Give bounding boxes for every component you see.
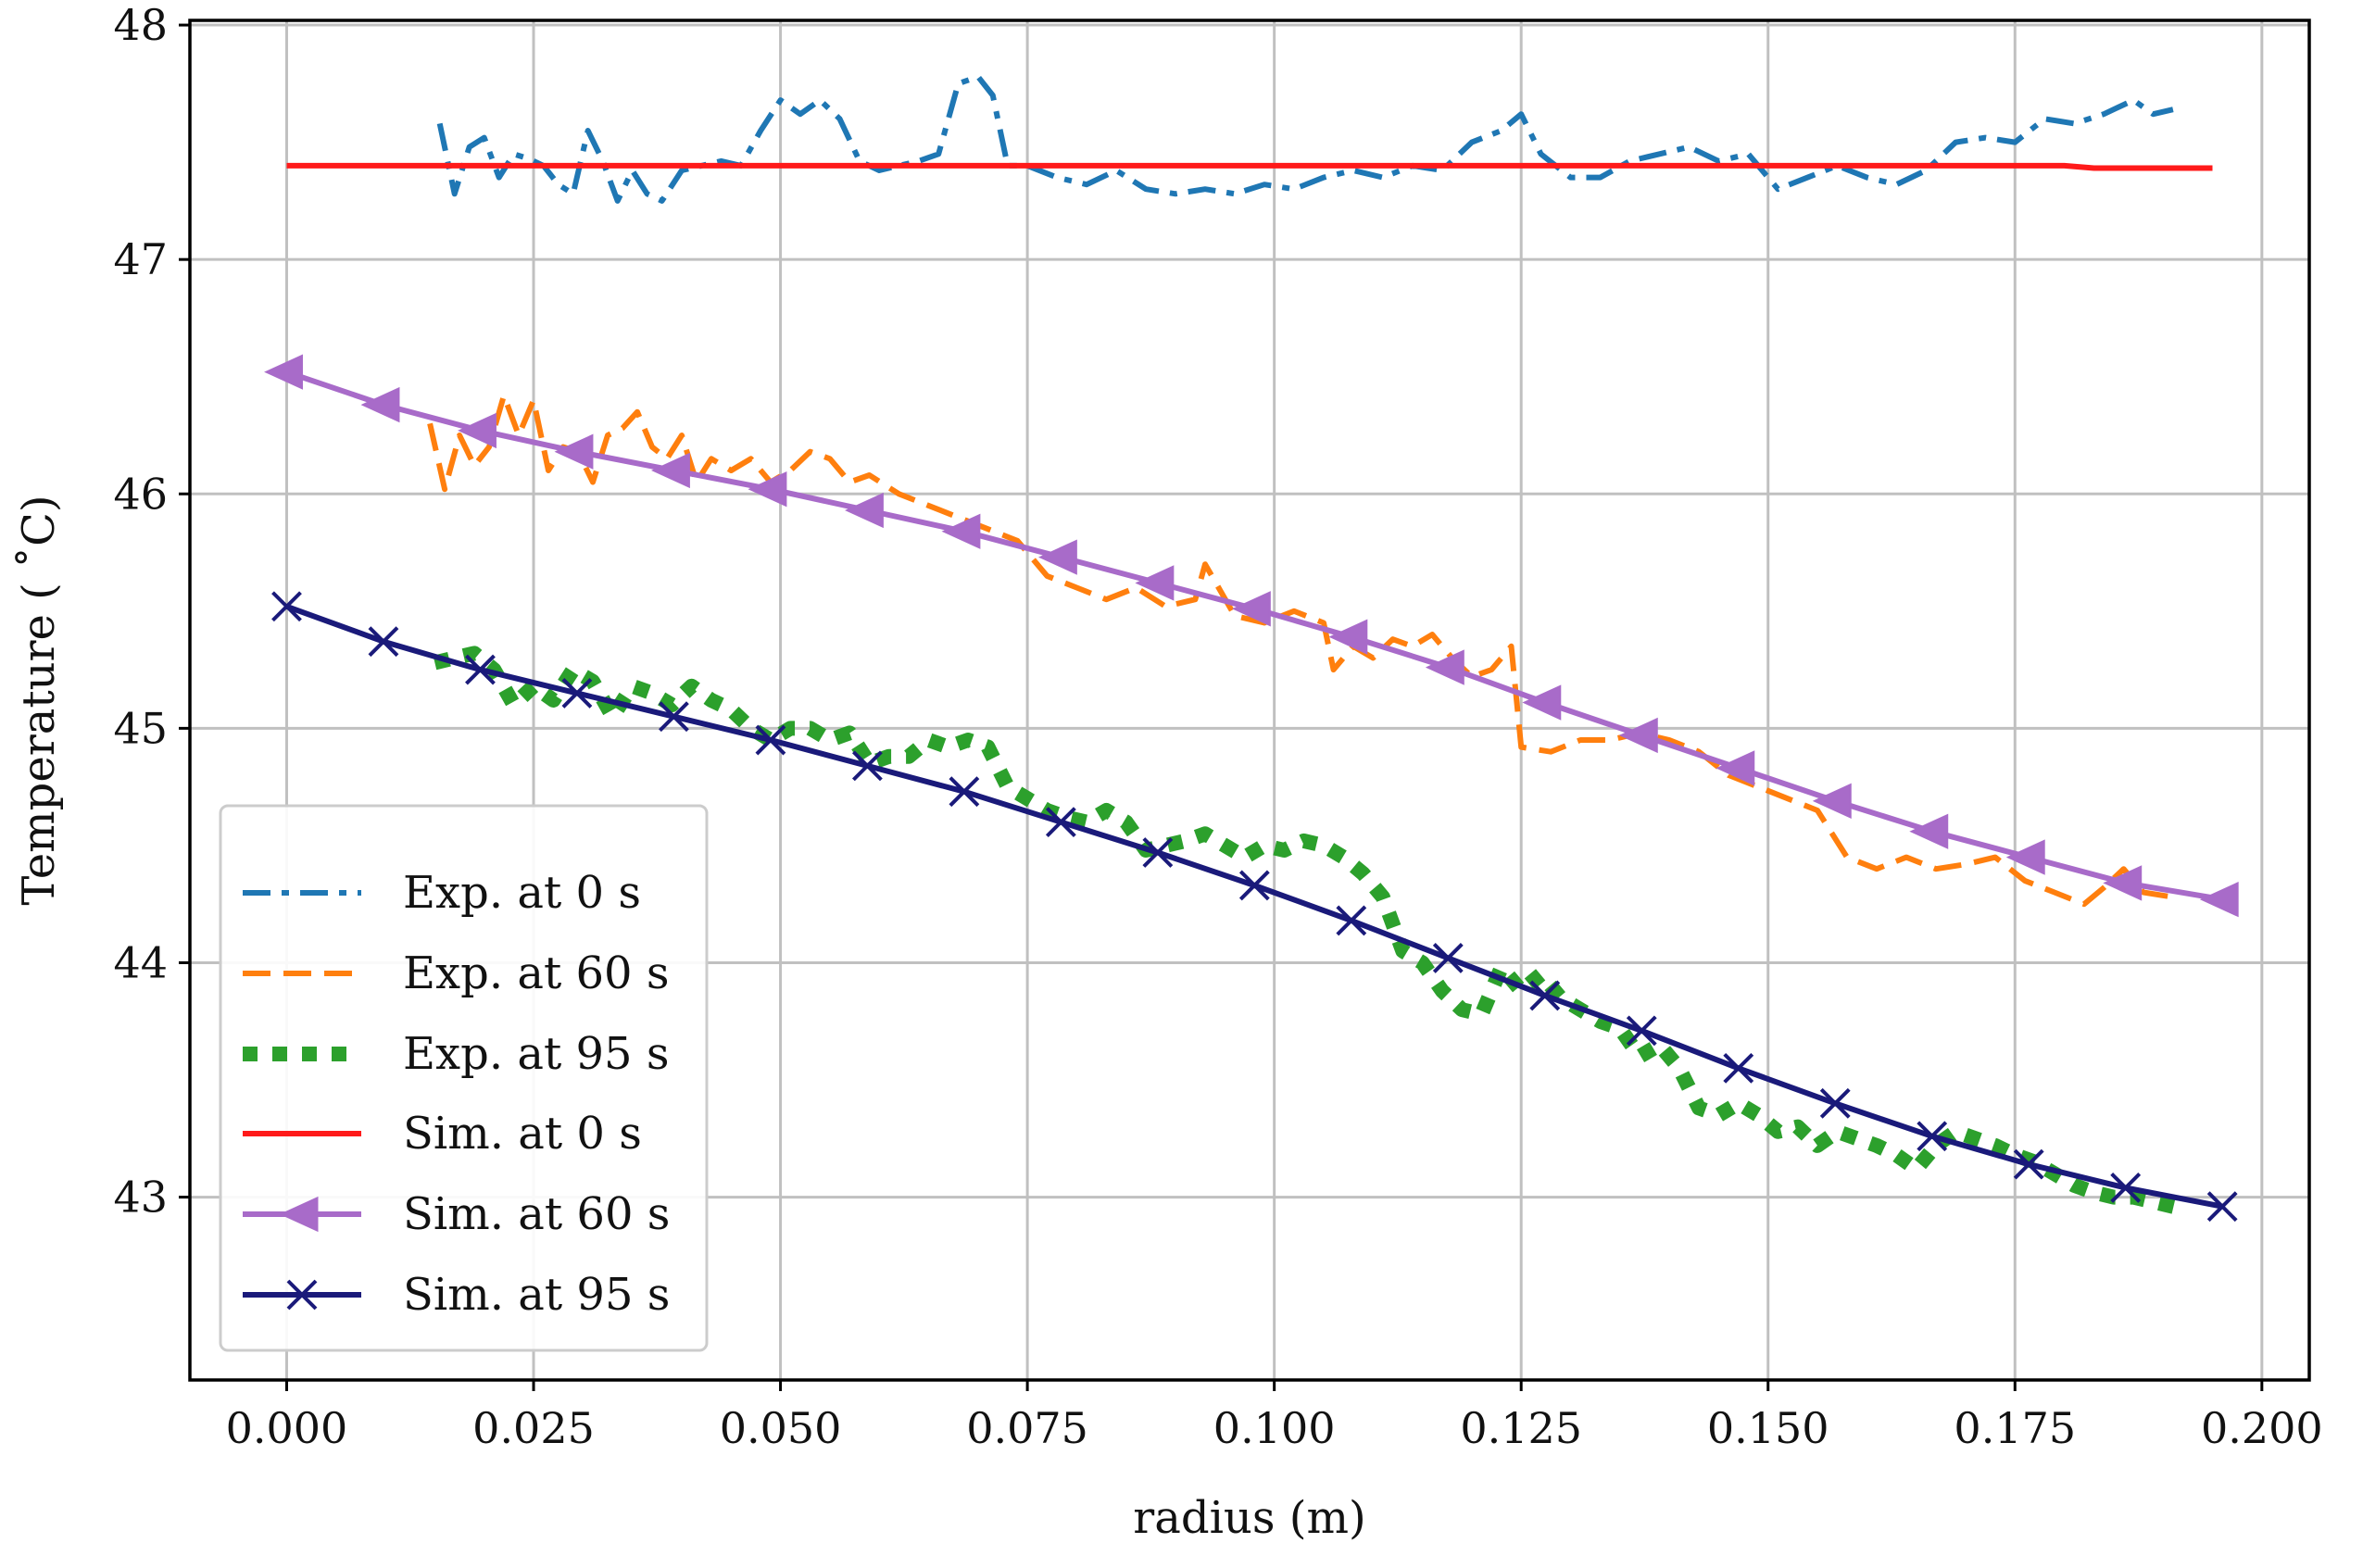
x-tick-label: 0.050 [720,1403,842,1453]
data-point [1812,783,1852,819]
series-5 [264,354,2239,918]
data-point [1522,684,1562,721]
data-point [949,776,980,808]
legend-entry-1: Exp. at 0 s [243,867,641,919]
data-point [554,433,594,470]
data-point [1626,1015,1657,1047]
x-axis-label: radius (m) [1133,1492,1365,1544]
data-point [1045,807,1076,838]
legend: Exp. at 0 s Exp. at 60 s Exp. at 95 s Sim. … [219,804,709,1352]
y-axis-label: Temperature ( ˚C) [13,495,65,905]
data-point [1723,1052,1754,1084]
plot-series [264,73,2239,1223]
legend-entry-2: Exp. at 60 s [243,947,669,999]
data-point [2005,839,2045,875]
y-tick-label: 47 [113,234,168,284]
legend-label: Exp. at 60 s [403,947,669,999]
x-tick-label: 0.125 [1460,1403,1582,1453]
series-line [286,162,2213,171]
data-point [755,724,786,756]
data-point [851,750,883,782]
data-point [1909,813,1949,849]
data-point [2013,1148,2044,1180]
data-point [1231,591,1271,627]
legend-label: Sim. at 60 s [403,1188,670,1240]
data-point [2103,865,2143,901]
data-point [1135,565,1175,601]
data-point [1142,837,1174,868]
data-point [271,591,302,622]
legend-marker [286,1279,318,1311]
legend-label: Exp. at 0 s [403,867,641,919]
series-2 [427,393,2174,908]
x-tick-label: 0.100 [1213,1403,1336,1453]
data-point [1618,717,1658,754]
data-point [2110,1173,2142,1203]
data-point [458,412,496,449]
x-tick-label: 0.200 [2201,1403,2323,1453]
series-line [433,646,2185,1216]
data-point [941,513,981,549]
data-point [659,701,689,733]
plot-frame [188,19,2311,1382]
data-point [2206,1191,2238,1223]
data-point [1328,619,1368,655]
data-point [368,626,399,658]
x-tick-label: 0.075 [966,1403,1088,1453]
series-1 [436,73,2174,204]
legend-entry-5: Sim. at 60 s [243,1188,670,1240]
legend-label: Sim. at 95 s [403,1269,670,1321]
data-point [465,654,496,685]
data-point [1529,980,1561,1011]
data-point [1336,905,1367,936]
x-tick-label: 0.175 [1954,1403,2076,1453]
data-point [360,386,400,423]
data-point [561,677,593,709]
series-3 [433,646,2185,1216]
x-tick-label: 0.000 [226,1403,348,1453]
data-point [1425,649,1464,685]
y-tick-label: 43 [113,1173,168,1223]
legend-marker [279,1196,319,1233]
data-point [1819,1087,1851,1119]
data-point [1037,539,1077,575]
series-line [427,393,2174,908]
legend-label: Sim. at 0 s [403,1108,642,1160]
series-6 [271,591,2238,1223]
y-tick-label: 45 [113,703,168,753]
x-tick-label: 0.150 [1707,1403,1829,1453]
data-point [1432,942,1464,973]
legend-label: Exp. at 95 s [403,1028,669,1080]
legend-entry-6: Sim. at 95 s [243,1269,670,1321]
y-tick-label: 48 [113,0,168,50]
y-tick-label: 46 [113,469,168,519]
data-point [748,471,787,508]
x-tick-label: 0.025 [472,1403,595,1453]
data-point [264,354,303,390]
axis-ticks: 0.000 0.025 0.050 0.075 0.100 0.125 0.150 0.175… [113,0,2322,1453]
grid-lines [190,20,2309,1380]
data-point [1238,870,1270,901]
legend-entry-4: Sim. at 0 s [243,1108,642,1160]
legend-entry-3: Exp. at 95 s [243,1028,669,1080]
series-4 [286,162,2213,171]
data-point [1917,1121,1948,1152]
data-point [651,452,690,489]
data-point [2199,881,2239,918]
series-line [436,73,2174,204]
data-point [844,492,884,529]
y-tick-label: 44 [113,937,168,987]
data-point [1716,750,1755,786]
